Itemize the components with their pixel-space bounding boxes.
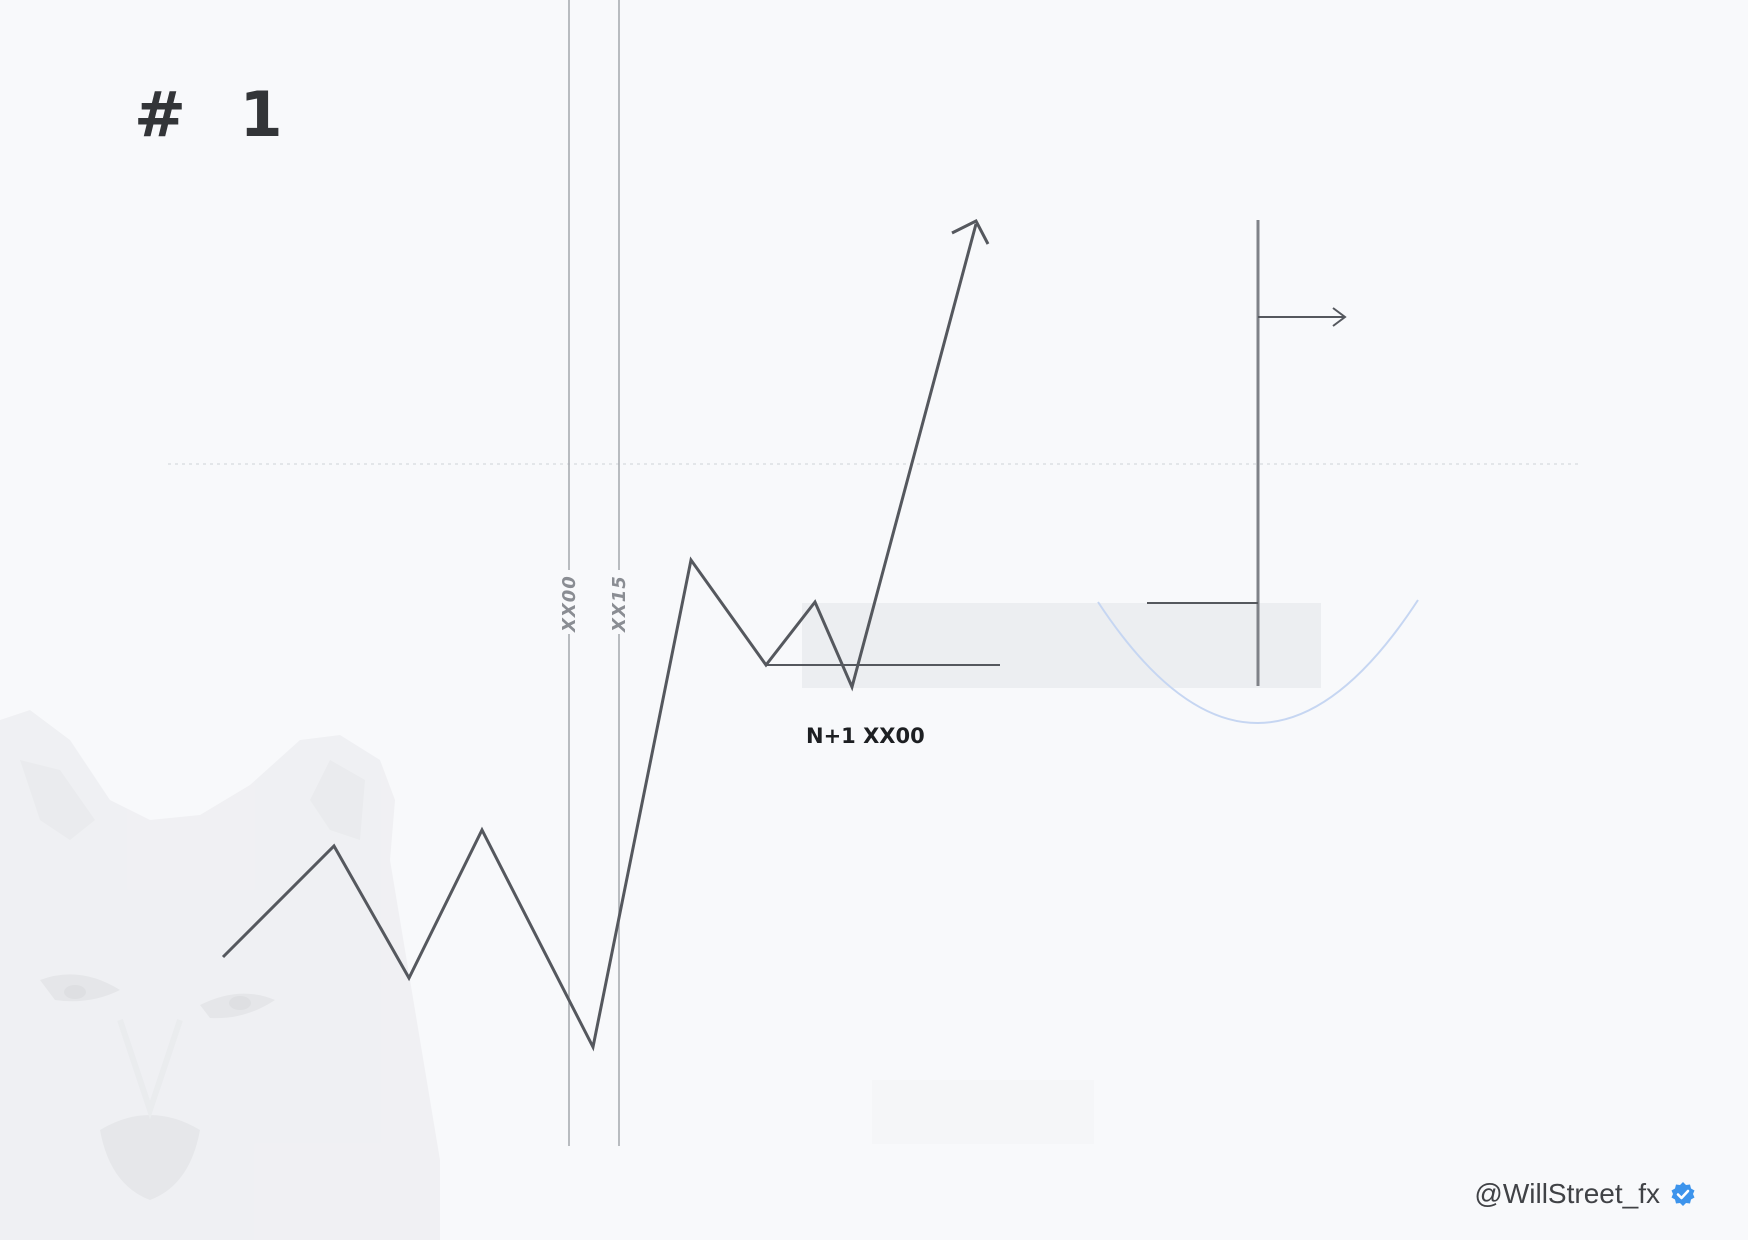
author-handle: @WillStreet_fx xyxy=(1474,1178,1696,1210)
author-handle-text: @WillStreet_fx xyxy=(1474,1178,1660,1209)
time-marker-gap-xx15 xyxy=(609,570,629,634)
level-label: N+1 XX00 xyxy=(806,724,925,748)
wolf-watermark xyxy=(0,710,440,1240)
curve-arc xyxy=(1097,599,1419,724)
faint-bottom-box xyxy=(872,1080,1094,1144)
verified-badge-icon xyxy=(1671,1182,1695,1206)
time-marker-gap-xx00 xyxy=(559,570,579,634)
time-marker-label-xx00: XX00 xyxy=(559,575,580,633)
price-path-line xyxy=(221,223,978,1052)
page-title: # 1 xyxy=(134,78,299,151)
right-arrow-icon xyxy=(1332,307,1347,327)
price-path-arrowhead xyxy=(951,218,990,245)
time-marker-label-xx15: XX15 xyxy=(609,575,630,633)
shaded-zone xyxy=(802,603,1321,688)
